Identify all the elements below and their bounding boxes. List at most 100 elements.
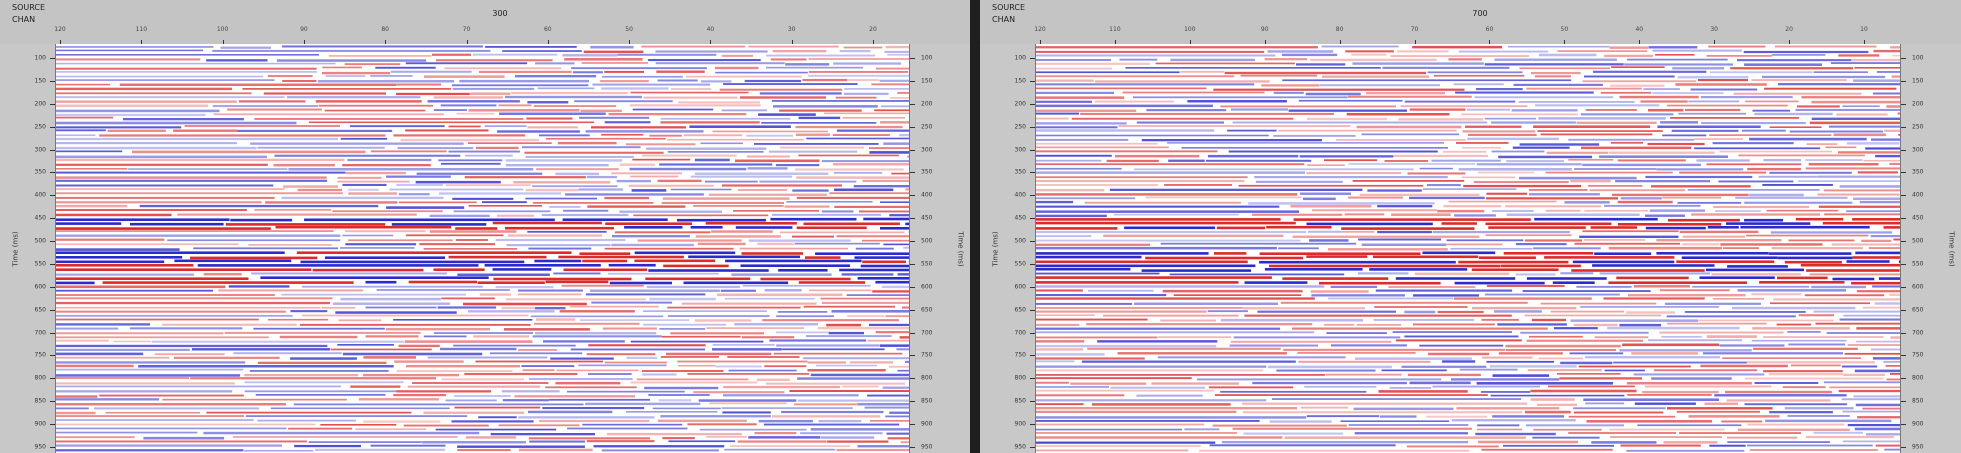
seismic-event [667,138,804,141]
chan-tick-mark [1564,40,1566,44]
seismic-event [1726,222,1811,225]
seismic-event [473,335,529,338]
seismic-event [1036,289,1083,292]
seismic-event [300,323,531,326]
right-time-axis: Time (ms) 100 150 200 250 300 350 400 450 500 550… [980,44,1036,453]
seismic-event [56,79,275,81]
seismic-event [1462,130,1536,133]
seismic-event [1224,71,1427,75]
seismic-event [1604,369,1645,372]
seismic-event [1269,420,1332,423]
seismic-event [456,112,495,115]
seismic-event [697,242,746,246]
seismic-event [254,209,331,211]
seismic-event [1762,75,1886,79]
seismic-event [644,386,719,390]
seismic-event [734,323,819,326]
seismic-event [506,244,611,247]
seismic-event [484,264,601,267]
seismic-event [641,45,746,48]
seismic-event [527,101,569,104]
seismic-event [1242,307,1365,310]
seismic-event [184,125,340,127]
seismic-event [1036,302,1133,305]
seismic-event [1512,146,1570,149]
seismic-event [1324,159,1378,162]
seismic-event [1492,374,1550,377]
chan-tick-mark [1714,40,1716,44]
seismic-event [1490,394,1625,397]
seismic-event [56,285,226,289]
seismic-event [1184,428,1220,431]
time-tick-mark [1030,195,1035,197]
seismic-event [1545,209,1581,212]
seismic-event [776,315,834,318]
seismic-event [766,66,864,69]
seismic-event [1036,150,1218,153]
seismic-event [642,310,767,312]
seismic-event [1787,331,1821,333]
time-tick-mark [1901,149,1906,151]
seismic-event [1036,235,1092,238]
time-tick-label: 650 [921,306,933,314]
seismic-event [138,365,394,368]
seismic-event [1220,318,1363,322]
time-tick-mark [1901,195,1906,197]
seismic-event [1519,143,1600,146]
seismic-event [747,167,788,170]
seismic-event [505,226,614,230]
seismic-event [1571,269,1705,272]
seismic-event [1229,344,1318,347]
seismic-event [631,189,667,192]
seismic-event [56,134,96,137]
left-seismic-plot[interactable] [56,44,909,453]
seismic-event [400,138,540,142]
seismic-event [1036,423,1205,426]
seismic-event [56,268,312,271]
seismic-event [1036,188,1105,192]
seismic-event [518,416,655,419]
seismic-event [1667,407,1773,410]
time-tick-label: 850 [34,397,46,405]
seismic-event [636,378,749,381]
seismic-event [386,175,451,178]
seismic-event [1714,394,1847,397]
chan-tick-label: 50 [625,26,633,33]
seismic-event [571,67,707,70]
seismic-event [1862,306,1900,309]
seismic-event [1751,293,1802,296]
seismic-event [56,306,321,309]
seismic-event [1712,298,1764,300]
time-tick-label: 650 [1912,306,1924,314]
time-tick-mark [1901,286,1906,288]
seismic-event [365,306,437,309]
seismic-event [1036,403,1084,406]
seismic-event [1778,83,1900,86]
seismic-event [1568,432,1677,434]
seismic-event [678,364,716,367]
seismic-event [549,206,581,208]
time-tick-mark [50,263,55,265]
seismic-event [1823,381,1900,384]
seismic-event [864,406,909,409]
seismic-event [1141,269,1251,272]
seismic-event [1388,286,1476,288]
seismic-event [1694,147,1821,150]
panel-divider[interactable] [970,0,980,453]
seismic-event [1348,163,1476,165]
right-seismic-plot[interactable] [1036,44,1900,453]
time-tick-mark [50,58,55,59]
seismic-event [853,185,909,188]
seismic-event [315,448,445,451]
seismic-event [1651,185,1751,188]
seismic-event [1164,184,1232,186]
seismic-event [1378,390,1468,393]
seismic-event [1862,407,1900,410]
time-tick-mark [50,332,55,334]
seismic-event [528,378,633,381]
seismic-event [875,331,909,334]
seismic-event [1615,180,1710,183]
seismic-event [557,141,617,145]
chan-tick-label: 70 [462,26,471,33]
time-tick-mark [50,447,55,448]
